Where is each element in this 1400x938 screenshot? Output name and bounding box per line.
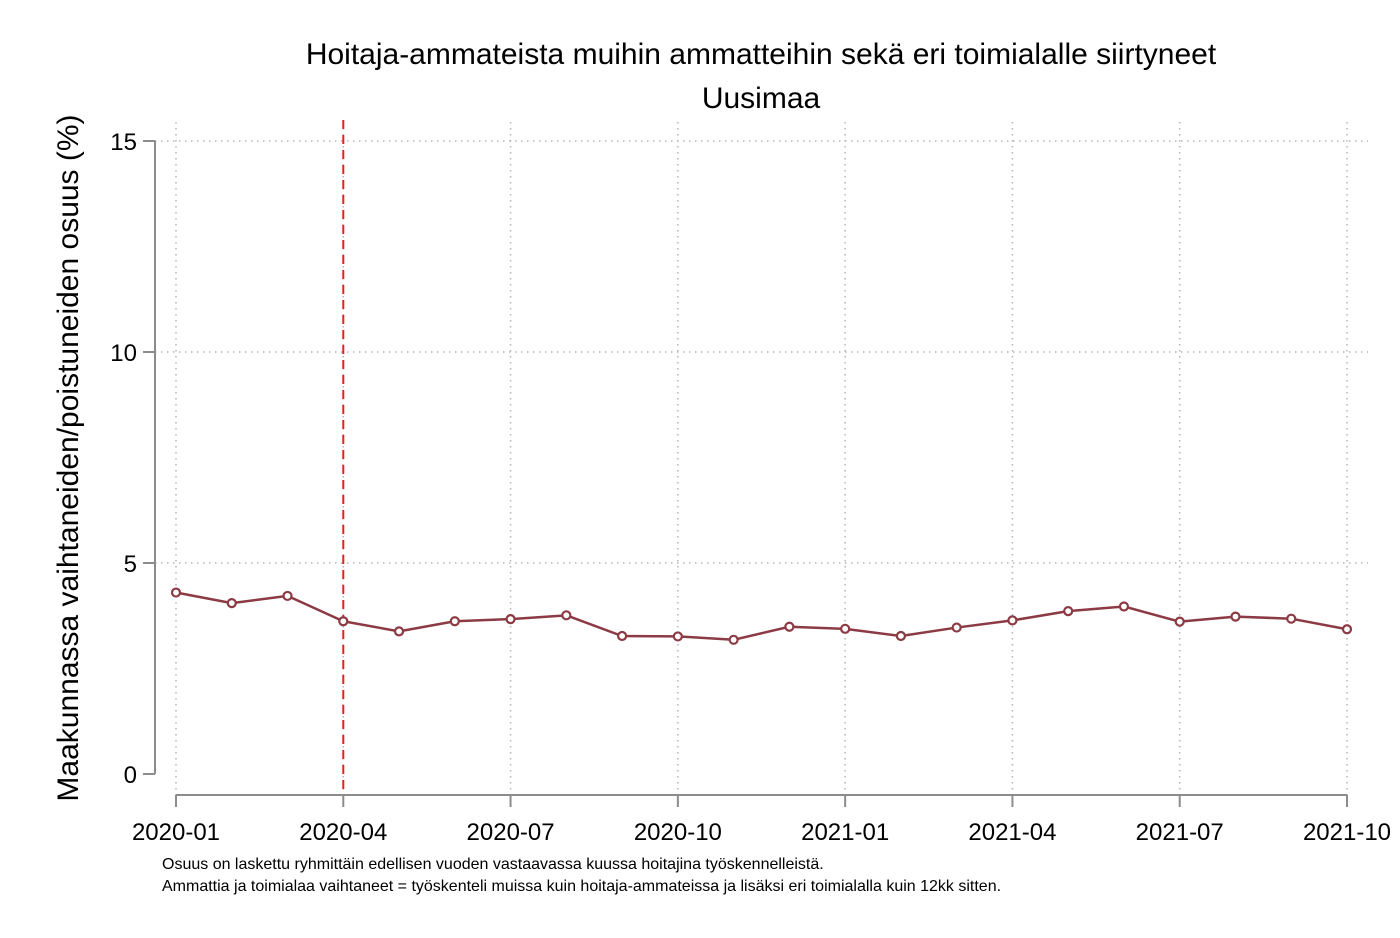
footnote-2: Ammattia ja toimialaa vaihtaneet = työsk…: [162, 878, 1001, 895]
data-point-2020-03: [282, 590, 293, 602]
data-point-2021-03: [951, 622, 962, 633]
y-tick-label-5: 5: [124, 551, 137, 578]
series-line-0: [175, 591, 1348, 642]
data-point-2020-01: [170, 587, 182, 598]
data-point-2021-05: [1063, 606, 1074, 617]
y-axis-label: Maakunnassa vaihtaneiden/poistuneiden os…: [52, 114, 85, 801]
axes: [154, 141, 1347, 796]
data-point-2021-08: [1230, 611, 1241, 622]
x-tick-label-2020-01: 2020-01: [132, 819, 220, 846]
x-tick-label-2021-10: 2021-10: [1303, 819, 1391, 846]
data-point-2021-02: [895, 630, 907, 642]
data-point-2020-05: [393, 626, 405, 637]
x-tick-label-2021-01: 2021-01: [801, 819, 889, 846]
data-point-2020-06: [449, 616, 460, 627]
x-tick-label-2020-10: 2020-10: [634, 819, 722, 846]
data-point-2020-09: [616, 630, 628, 642]
data-point-2020-11: [728, 634, 739, 645]
y-tick-label-15: 15: [110, 129, 137, 156]
data-point-2020-12: [784, 621, 795, 632]
data-point-2020-04: [338, 616, 349, 627]
data-point-2020-02: [226, 597, 237, 609]
y-tick-label-0: 0: [124, 762, 137, 789]
chart-subtitle: Uusimaa: [702, 82, 821, 115]
chart-title: Hoitaja-ammateista muihin ammatteihin se…: [306, 38, 1217, 71]
data-point-2020-10: [672, 631, 683, 642]
y-ticks: 0 5 10 15: [110, 129, 155, 789]
footnote-1: Osuus on laskettu ryhmittäin edellisen v…: [162, 856, 824, 873]
y-tick-label-10: 10: [110, 340, 137, 367]
data-point-2021-07: [1174, 616, 1185, 627]
x-ticks: 2020-01 2020-04 2020-07 2020-10 2021-01 2021-…: [132, 795, 1391, 846]
data-point-2021-04: [1007, 615, 1018, 626]
data-point-2020-07: [505, 614, 516, 625]
data-point-2021-01: [840, 623, 851, 634]
x-tick-label-2021-07: 2021-07: [1136, 819, 1224, 846]
x-tick-label-2020-07: 2020-07: [467, 819, 555, 846]
gridlines: [155, 122, 1368, 795]
x-tick-label-2021-04: 2021-04: [968, 819, 1056, 846]
data-point-2021-06: [1118, 601, 1130, 612]
data-point-2021-09: [1286, 613, 1297, 624]
series: [170, 587, 1353, 645]
data-point-2021-10: [1341, 624, 1353, 635]
x-tick-label-2020-04: 2020-04: [299, 819, 387, 846]
data-point-2020-08: [561, 610, 572, 621]
